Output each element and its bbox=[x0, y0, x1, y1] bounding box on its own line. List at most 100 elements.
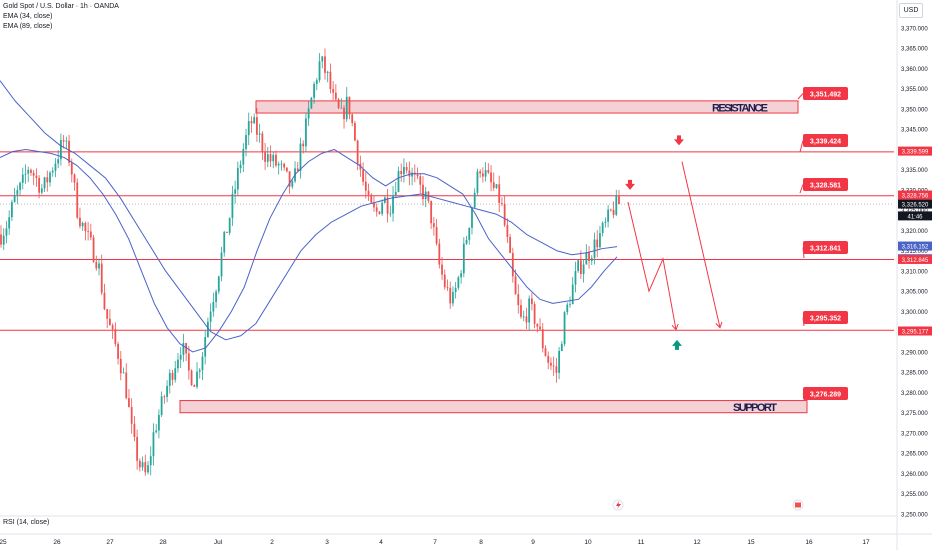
callout-leader bbox=[799, 140, 804, 153]
candle bbox=[430, 200, 433, 230]
candle-body bbox=[212, 302, 215, 312]
candle-body bbox=[122, 372, 125, 374]
candle bbox=[473, 188, 476, 209]
candle-body bbox=[209, 311, 212, 322]
candle bbox=[264, 142, 266, 170]
candle-body bbox=[460, 273, 462, 278]
candle bbox=[452, 286, 454, 307]
rsi-legend[interactable]: RSI (14, close) bbox=[3, 519, 50, 526]
candle bbox=[457, 275, 460, 290]
candle bbox=[539, 318, 541, 331]
ema89-legend[interactable]: EMA (89, close) bbox=[3, 23, 53, 30]
candle-body bbox=[285, 167, 288, 172]
candle-body bbox=[70, 162, 73, 175]
candle bbox=[138, 458, 141, 472]
candle bbox=[577, 259, 580, 273]
candle bbox=[465, 235, 468, 245]
candle-body bbox=[501, 202, 503, 204]
candle bbox=[375, 203, 378, 217]
candle bbox=[503, 196, 506, 228]
candle bbox=[326, 70, 329, 83]
level-callout bbox=[803, 387, 848, 400]
support-zone bbox=[179, 400, 808, 414]
price-scale-tag-label: 3,312.845 bbox=[902, 258, 929, 264]
candle bbox=[435, 218, 438, 246]
callout-leader bbox=[799, 184, 804, 194]
candle bbox=[261, 131, 264, 161]
candle-body bbox=[2, 235, 5, 245]
candle bbox=[324, 48, 326, 80]
candle-body bbox=[373, 202, 375, 208]
candle-body bbox=[541, 329, 544, 349]
resistance-label: RESISTANCE bbox=[712, 102, 768, 114]
candle-body bbox=[590, 258, 593, 262]
candle bbox=[100, 254, 103, 296]
candle-body bbox=[27, 169, 30, 174]
candle bbox=[405, 162, 408, 174]
currency-button[interactable]: USD bbox=[899, 3, 923, 18]
callout-leader bbox=[797, 93, 804, 100]
x-tick-label: 16 bbox=[805, 539, 813, 546]
candle-body bbox=[503, 203, 506, 226]
candle-body bbox=[536, 323, 539, 327]
candle bbox=[517, 284, 520, 314]
price-scale-tag bbox=[898, 146, 932, 156]
candle bbox=[160, 391, 163, 417]
candle bbox=[419, 172, 422, 194]
level-callout-label: 3,312.841 bbox=[810, 246, 841, 253]
y-tick-label: 3,285.000 bbox=[901, 371, 928, 377]
candle bbox=[449, 281, 452, 309]
candle-body bbox=[19, 182, 21, 191]
candle bbox=[35, 168, 38, 187]
candle-body bbox=[386, 197, 389, 214]
candle-body bbox=[258, 133, 261, 135]
candle-body bbox=[411, 172, 413, 177]
flag-icon bbox=[795, 502, 801, 508]
candle bbox=[174, 360, 177, 383]
candle bbox=[98, 258, 100, 276]
candle bbox=[212, 292, 215, 317]
candle-body bbox=[362, 169, 364, 182]
candle-body bbox=[506, 225, 509, 238]
candle-body bbox=[552, 365, 555, 367]
candle bbox=[495, 183, 498, 189]
candle bbox=[615, 189, 618, 217]
candle-body bbox=[547, 355, 550, 363]
candle bbox=[182, 333, 185, 362]
level-callout bbox=[803, 134, 848, 147]
candle-body bbox=[136, 436, 139, 461]
candle bbox=[5, 220, 8, 244]
candle bbox=[247, 112, 250, 146]
candle bbox=[49, 170, 51, 187]
candle-body bbox=[403, 167, 405, 175]
candle-body bbox=[520, 305, 522, 317]
candle-body bbox=[571, 284, 574, 305]
candle bbox=[501, 197, 503, 207]
candle bbox=[552, 356, 555, 376]
candle bbox=[136, 429, 139, 470]
candle-body bbox=[81, 222, 84, 227]
candle bbox=[62, 134, 65, 149]
candle-body bbox=[354, 123, 356, 141]
ema34-legend[interactable]: EMA (34, close) bbox=[3, 13, 53, 20]
candle bbox=[228, 217, 231, 236]
candle-body bbox=[269, 154, 272, 162]
candle bbox=[133, 416, 136, 442]
candle-body bbox=[291, 181, 294, 187]
candle-body bbox=[283, 163, 286, 168]
candle bbox=[332, 81, 335, 101]
candle bbox=[8, 210, 11, 235]
candle bbox=[272, 152, 275, 169]
candle-body bbox=[601, 222, 604, 234]
x-tick-label: Jul bbox=[214, 539, 223, 546]
candle-body bbox=[187, 353, 190, 371]
candle bbox=[481, 167, 484, 183]
candle bbox=[579, 250, 582, 279]
candle-body bbox=[337, 99, 340, 108]
candle bbox=[422, 176, 424, 206]
candle bbox=[79, 207, 81, 229]
candle-body bbox=[242, 148, 245, 165]
candle-body bbox=[201, 356, 204, 371]
candle-body bbox=[397, 171, 400, 192]
